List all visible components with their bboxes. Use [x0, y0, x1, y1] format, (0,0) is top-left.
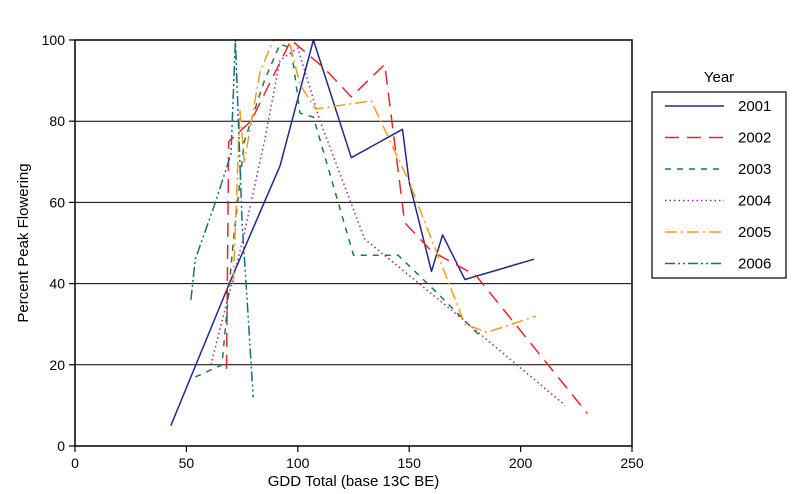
legend-box	[651, 91, 787, 279]
x-tick-label: 150	[398, 455, 422, 471]
y-tick-label: 0	[57, 438, 65, 454]
legend-title: Year	[704, 69, 734, 86]
series-line-2005	[232, 39, 537, 334]
y-tick-label: 60	[49, 194, 65, 210]
series-line-2004	[210, 47, 566, 406]
series-line-2006	[190, 39, 254, 398]
x-tick-label: 0	[71, 455, 79, 471]
y-axis-title: Percent Peak Flowering	[15, 163, 32, 322]
x-tick-label: 50	[179, 455, 195, 471]
series-line-2001	[170, 39, 535, 426]
y-tick-label: 80	[49, 113, 65, 129]
y-tick-label: 40	[49, 276, 65, 292]
legend-label-2005: 2005	[738, 224, 771, 241]
y-tick-label: 20	[49, 357, 65, 373]
x-tick-label: 200	[509, 455, 533, 471]
legend-label-2006: 2006	[738, 256, 771, 273]
legend-label-2002: 2002	[738, 130, 771, 147]
axis-ticks: 0 20 40 60 80 100 0 50 100 150 200 250	[42, 32, 644, 471]
x-axis-title: GDD Total (base 13C BE)	[268, 473, 439, 490]
series-line-2003	[194, 43, 482, 378]
plot-frame	[74, 39, 633, 447]
x-tick-label: 250	[620, 455, 644, 471]
y-tick-label: 100	[42, 32, 66, 48]
series-line-2002	[225, 39, 588, 414]
grid-lines	[75, 120, 632, 366]
x-tick-label: 100	[286, 455, 310, 471]
legend-entries: 2001 2002 2003 2004 2005 2006	[665, 98, 771, 273]
legend-label-2004: 2004	[738, 193, 771, 210]
plot-series	[170, 39, 588, 426]
legend-label-2003: 2003	[738, 161, 771, 178]
legend-label-2001: 2001	[738, 98, 771, 115]
